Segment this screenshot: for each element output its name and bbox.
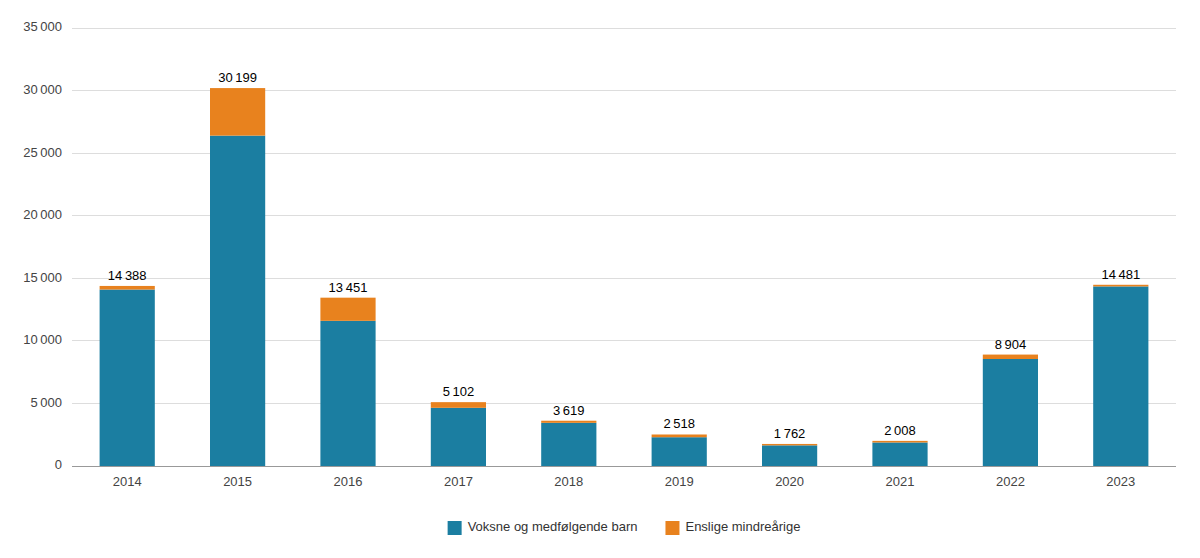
bar [983,355,1038,359]
bar [210,88,265,136]
x-tick-label: 2019 [665,474,694,489]
bar [872,441,927,443]
y-axis: 0 5 000 10 000 15 000 20 000 25 000 30 000 35 0… [23,19,62,472]
bar [762,445,817,466]
y-tick-label: 0 [55,457,62,472]
x-tick-label: 2020 [775,474,804,489]
bar [431,408,486,466]
bar [431,402,486,408]
x-tick-label: 2021 [886,474,915,489]
legend-item: Enslige mindreårige [665,519,800,535]
x-tick-label: 2022 [996,474,1025,489]
x-tick-label: 2014 [113,474,142,489]
x-tick-label: 2018 [554,474,583,489]
total-label: 14 481 [1101,267,1140,282]
bar [100,290,155,466]
legend-swatch [448,521,462,535]
total-label: 1 762 [774,426,806,441]
bar [762,444,817,445]
x-axis: 2014 2015 2016 2017 2018 2019 2020 2021 2022 2023 [113,474,1136,489]
total-label: 8 904 [995,337,1027,352]
bar [320,321,375,466]
x-tick-label: 2023 [1106,474,1135,489]
bar [541,423,596,466]
total-label: 14 388 [108,268,147,283]
legend: Voksne og medfølgende barn Enslige mindre… [448,519,801,535]
y-tick-label: 10 000 [23,332,62,347]
grid-line [72,28,1176,29]
legend-item: Voksne og medfølgende barn [448,519,638,535]
total-labels: 14 388 30 199 13 451 5 102 3 619 2 518 1 762 2 … [108,70,1140,441]
x-tick-label: 2016 [334,474,363,489]
series [100,136,1149,466]
legend-label: Enslige mindreårige [685,519,800,534]
total-label: 30 199 [218,70,257,85]
y-tick-label: 30 000 [23,82,62,97]
bar [320,298,375,321]
total-label: 5 102 [443,384,475,399]
total-label: 3 619 [553,403,585,418]
bar [1093,286,1148,466]
x-tick-label: 2015 [223,474,252,489]
series [100,88,1149,445]
bar [1093,285,1148,287]
grid [72,28,1176,466]
total-label: 13 451 [329,280,368,295]
bar [652,437,707,466]
legend-swatch [665,521,679,535]
bar [210,136,265,466]
total-label: 2 518 [663,416,695,431]
bar [652,434,707,437]
y-tick-label: 20 000 [23,207,62,222]
bar [983,359,1038,466]
y-tick-label: 25 000 [23,145,62,160]
x-tick-label: 2017 [444,474,473,489]
y-tick-label: 15 000 [23,270,62,285]
legend-label: Voksne og medfølgende barn [468,519,638,534]
grid-line [72,466,1176,467]
y-tick-label: 35 000 [23,19,62,34]
bar [872,442,927,466]
chart: 0 5 000 10 000 15 000 20 000 25 000 30 000 35 0… [0,0,1200,558]
total-label: 2 008 [884,423,916,438]
y-tick-label: 5 000 [30,395,62,410]
bar [100,286,155,290]
bar [541,421,596,423]
bars [100,88,1149,466]
x-axis-line [72,466,1176,467]
